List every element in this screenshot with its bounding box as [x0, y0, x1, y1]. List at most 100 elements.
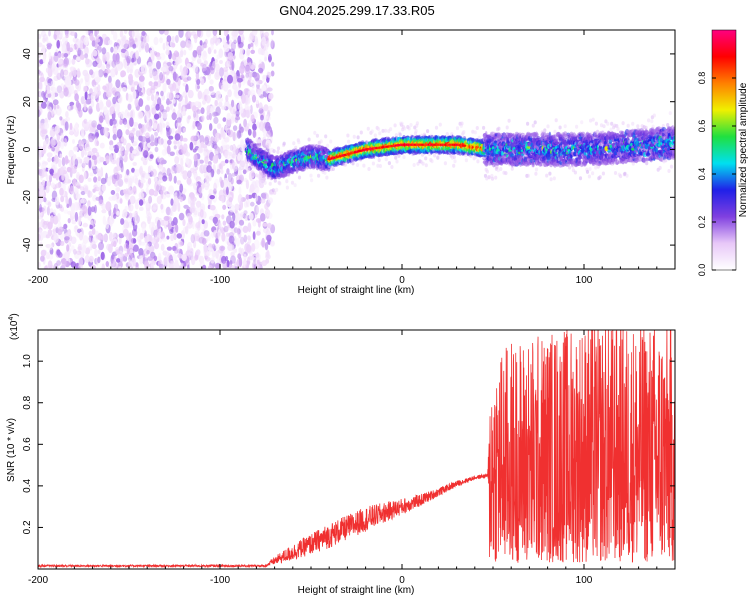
spectrogram-cell [146, 249, 150, 255]
spectrogram-cell [124, 109, 129, 119]
spectrogram-cell [116, 59, 120, 65]
spectrogram-cell [160, 203, 164, 210]
spectrogram-cell [297, 175, 302, 180]
spectrogram-cell [181, 253, 187, 261]
spectrogram-cell [96, 124, 102, 131]
spectrogram-cell [55, 183, 62, 189]
spectrogram-cell [60, 69, 65, 79]
spectrogram-cell [211, 250, 217, 258]
spectrogram-cell [251, 94, 257, 103]
spectrogram-cell [179, 135, 184, 142]
spectrogram-cell [87, 177, 92, 182]
spectrogram-cell [329, 139, 333, 144]
spectrogram-cell [120, 111, 125, 120]
spectrogram-cell [112, 133, 117, 141]
spectrogram-cell [162, 63, 169, 73]
spectrogram-cell [228, 197, 233, 203]
spectrogram-cell [55, 106, 62, 116]
spectrogram-cell [231, 31, 235, 37]
spectrogram-cell [243, 118, 248, 128]
spectrogram-cell [346, 133, 350, 138]
spectrogram-cell [232, 83, 238, 90]
spectrogram-cell [367, 167, 371, 171]
spectrogram-cell [166, 35, 172, 43]
spectrogram-cell [47, 111, 52, 121]
spectrogram-cell [82, 222, 89, 228]
spectrogram-cell [243, 210, 248, 215]
spectrogram-cell [182, 137, 188, 142]
spectrogram-cell [112, 127, 118, 133]
spectrogram-cell [157, 174, 163, 179]
spectrogram-cell [220, 169, 224, 175]
spectrogram-cell [253, 257, 257, 265]
spectrogram-cell [59, 187, 64, 196]
spectrogram-cell [173, 62, 178, 70]
spectrogram-cell [161, 237, 167, 242]
spectrogram-cell [39, 229, 43, 236]
spectrogram-cell [262, 222, 269, 227]
spectrogram-cell [103, 39, 107, 45]
spectrogram-cell [257, 89, 262, 96]
spectrogram-cell [103, 126, 107, 136]
spectrogram-cell [266, 212, 273, 220]
spectrogram-cell [254, 173, 258, 178]
spectrogram-cell [147, 177, 152, 185]
spectrogram-cell [39, 85, 43, 90]
spectrogram-cell [256, 259, 260, 264]
spectrogram-cell [285, 179, 289, 184]
spectrogram-cell [153, 122, 158, 130]
spectrogram-cell [261, 36, 267, 46]
spectrogram-cell [103, 106, 108, 115]
spectrogram-cell [135, 50, 140, 60]
spectrogram-cell [47, 157, 52, 163]
spectrogram-cell [241, 94, 246, 104]
spectrogram-cell [152, 202, 159, 210]
spectrogram-cell [217, 123, 222, 130]
spectrogram-cell [173, 233, 177, 241]
spectrogram-cell [196, 45, 202, 55]
spectrogram-cell [80, 96, 85, 105]
spectrogram-cell [62, 63, 68, 68]
spectrogram-cell [65, 195, 69, 205]
spectrogram-cell [214, 251, 220, 260]
spectrogram-cell [138, 191, 145, 199]
spectrogram-cell [245, 179, 249, 190]
spectrogram-cell [119, 146, 125, 151]
spectrogram-cell [174, 249, 179, 254]
spectrogram-cell [182, 219, 186, 227]
spectrogram-cell [395, 159, 399, 164]
spectrogram-cell [193, 172, 198, 178]
spectrogram-cell [185, 40, 192, 48]
spectrogram-cell [134, 68, 140, 78]
spectrogram-cell [39, 212, 43, 218]
spectrogram-cell [193, 239, 197, 249]
spectrogram-cell [195, 249, 201, 256]
spectrogram-cell [100, 251, 105, 261]
spectrogram-cell [47, 89, 51, 95]
spectrogram-cell [255, 99, 259, 105]
spectrogram-cell [183, 49, 187, 56]
spectrogram-cell [92, 60, 98, 67]
spectrogram-cell [145, 243, 150, 249]
spectrogram-cell [61, 47, 65, 53]
spectrogram-cell [76, 68, 81, 78]
spectrogram-cell [129, 68, 133, 74]
spectrogram-cell [158, 138, 162, 145]
spectrogram-cell [402, 155, 406, 160]
spectrogram-cell [90, 240, 96, 249]
spectrogram-cell [98, 185, 104, 195]
spectrogram-cell [49, 174, 52, 183]
spectrogram-cell [159, 104, 165, 113]
spectrogram-cell [127, 85, 132, 90]
spectrogram-cell [136, 235, 142, 243]
spectrogram-cell [252, 231, 256, 240]
spectrogram-cell [182, 110, 187, 116]
spectrogram-cell [144, 235, 148, 244]
spectrogram-cell [41, 129, 47, 134]
spectrogram-cell [110, 260, 117, 268]
spectrogram-cell [45, 244, 51, 248]
spectrogram-cell [251, 172, 255, 177]
spectrogram-cell [261, 237, 265, 248]
spectrogram-cell [237, 89, 243, 97]
spectrogram-cell [258, 102, 263, 111]
